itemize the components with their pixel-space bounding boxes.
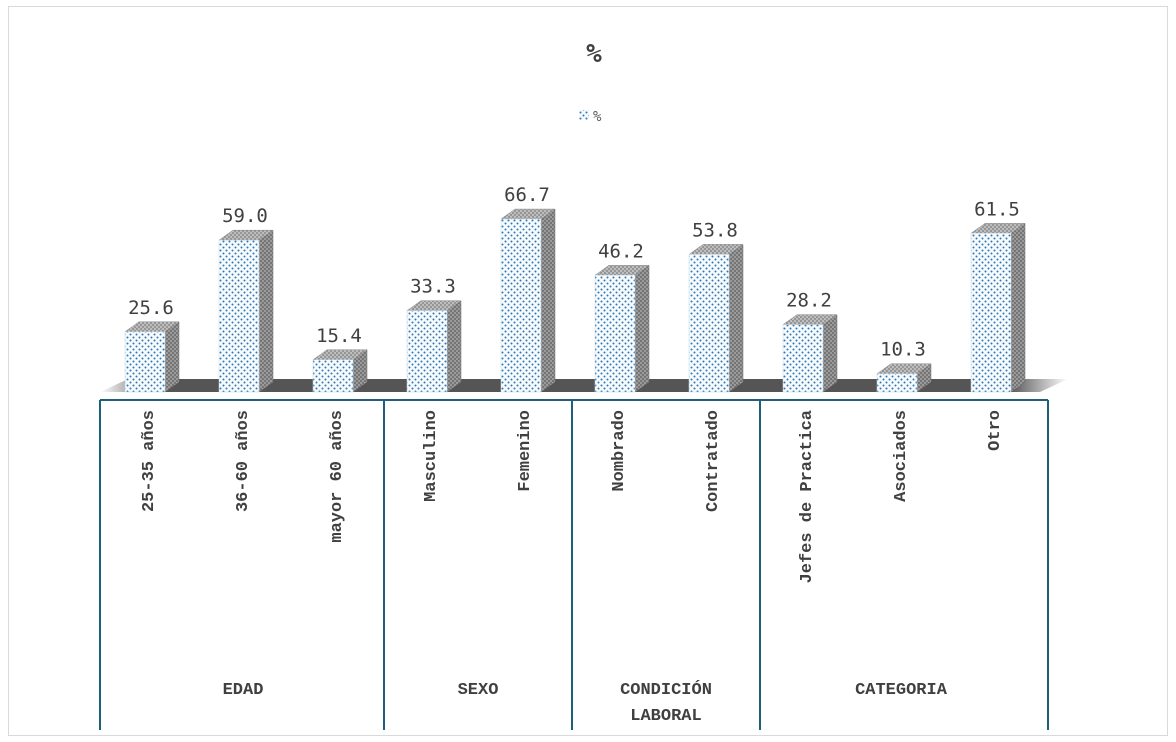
value-label: 59.0 <box>222 205 268 227</box>
value-label: 66.7 <box>504 184 550 206</box>
group-label: SEXO <box>458 681 499 700</box>
bar-10 <box>970 222 1026 393</box>
value-label: 25.6 <box>128 297 174 319</box>
category-label: Femenino <box>516 410 535 492</box>
value-label: 61.5 <box>974 198 1020 220</box>
bar-side <box>258 229 274 393</box>
value-label: 53.8 <box>692 219 738 241</box>
value-label: 33.3 <box>410 276 456 298</box>
group-label: CONDICIÓN <box>620 680 712 700</box>
group-label: LABORAL <box>630 707 701 726</box>
value-label: 15.4 <box>316 325 362 347</box>
bar-8 <box>782 314 838 393</box>
bar-front <box>500 218 542 393</box>
bar-front <box>406 310 448 393</box>
bar-9 <box>876 363 932 393</box>
category-label: Jefes de Practica <box>798 410 817 583</box>
bar-side <box>634 264 650 393</box>
bar-side <box>728 243 744 393</box>
bar-2 <box>218 229 274 393</box>
bar-side <box>446 300 462 393</box>
bar-side <box>540 208 556 393</box>
bar-5 <box>500 208 556 393</box>
category-label: Asociados <box>892 410 911 502</box>
group-label: EDAD <box>223 681 264 700</box>
bar-side <box>1010 222 1026 393</box>
bar-front <box>688 254 730 393</box>
category-label: Contratado <box>704 410 723 512</box>
bar-front <box>876 373 918 393</box>
bar-front <box>970 233 1012 393</box>
legend: % <box>579 109 602 125</box>
bar-front <box>124 331 166 393</box>
category-label: mayor 60 años <box>328 410 347 543</box>
bar-4 <box>406 300 462 393</box>
bar-front <box>594 275 636 393</box>
category-label: 36-60 años <box>234 410 253 512</box>
bar-6 <box>594 264 650 393</box>
bar-3 <box>312 349 368 393</box>
group-label: CATEGORIA <box>855 681 948 700</box>
chart-title: % <box>586 39 602 69</box>
category-label: Otro <box>986 410 1005 451</box>
category-label: Nombrado <box>610 410 629 492</box>
legend-swatch <box>579 110 589 120</box>
bar-1 <box>124 321 180 393</box>
category-label: Masculino <box>422 410 441 502</box>
bar-side <box>164 321 180 393</box>
bar-front <box>312 359 354 393</box>
bar-front <box>218 239 260 393</box>
category-label: 25-35 años <box>140 410 159 512</box>
bar-front <box>782 324 824 393</box>
bar-side <box>822 314 838 393</box>
value-label: 10.3 <box>880 339 926 361</box>
bar-7 <box>688 243 744 393</box>
value-label: 28.2 <box>786 290 832 312</box>
legend-label: % <box>593 109 602 125</box>
value-label: 46.2 <box>598 240 644 262</box>
